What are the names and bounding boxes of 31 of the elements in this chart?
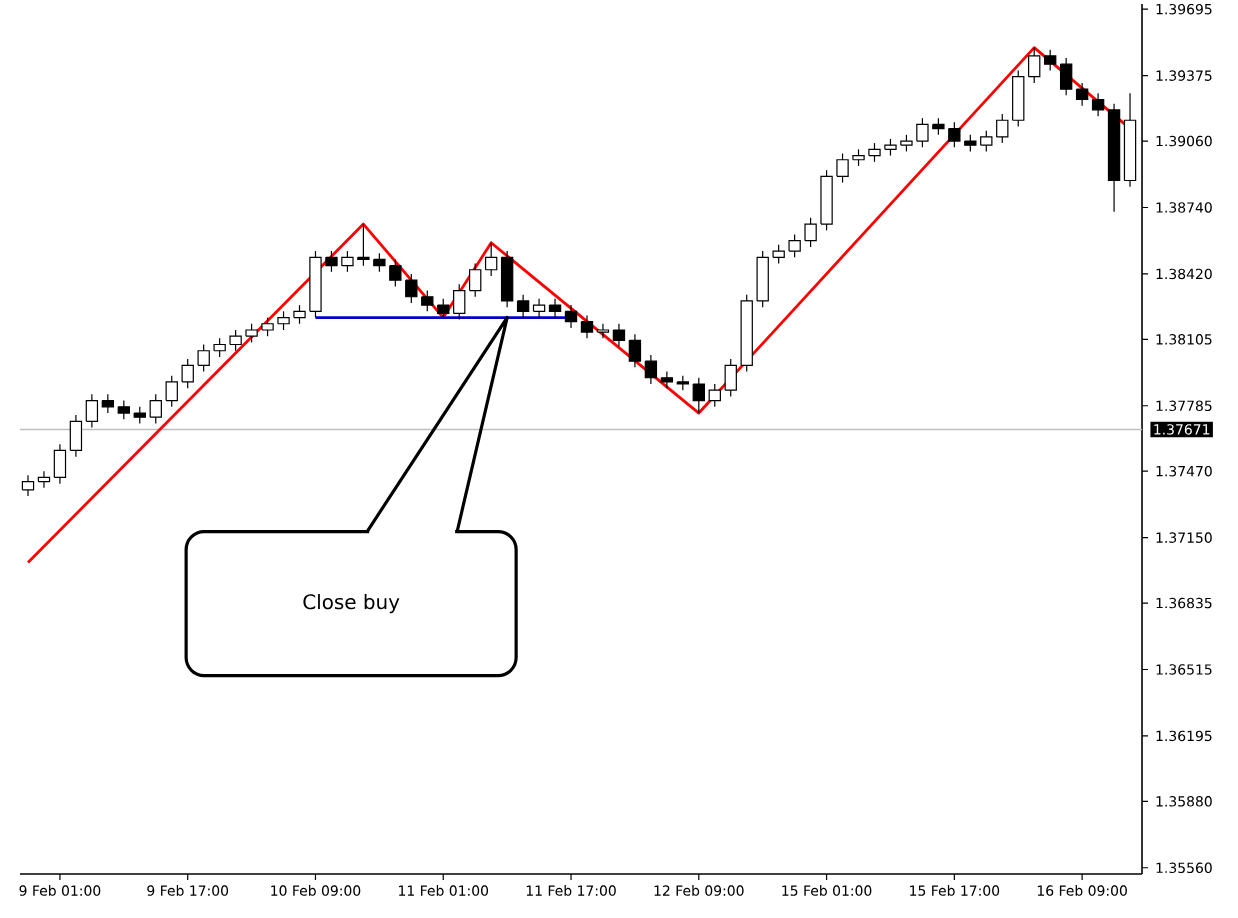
- candlestick: [548, 298, 562, 319]
- candlestick: [532, 298, 546, 319]
- candlestick: [724, 358, 737, 398]
- candlestick: [117, 399, 131, 420]
- candlestick: [37, 470, 51, 489]
- candlestick: [101, 393, 115, 414]
- candlestick: [1075, 82, 1089, 107]
- candlestick: [660, 370, 674, 389]
- candlestick: [453, 283, 466, 321]
- candlestick: [484, 242, 498, 277]
- candlestick: [644, 354, 658, 385]
- candlestick: [708, 383, 721, 408]
- candlestick: [564, 304, 578, 329]
- candlestick: [469, 262, 482, 298]
- candlestick: [612, 323, 626, 348]
- candlestick: [53, 443, 67, 485]
- candlestick: [1043, 49, 1057, 72]
- candlestick: [85, 393, 99, 429]
- candlestick: [596, 323, 610, 339]
- candlestick: [692, 377, 705, 414]
- candlestick: [580, 314, 594, 339]
- candlestick: [1059, 57, 1073, 96]
- candlestick: [500, 250, 514, 308]
- candlestick: [69, 414, 83, 458]
- candlestick: [516, 294, 530, 319]
- candlestick: [1012, 69, 1025, 128]
- candlestick: [21, 474, 35, 497]
- candlestick: [1028, 47, 1041, 84]
- candlestick: [1091, 92, 1105, 117]
- annotation: Close buy: [303, 593, 400, 614]
- candlestick: [628, 333, 642, 368]
